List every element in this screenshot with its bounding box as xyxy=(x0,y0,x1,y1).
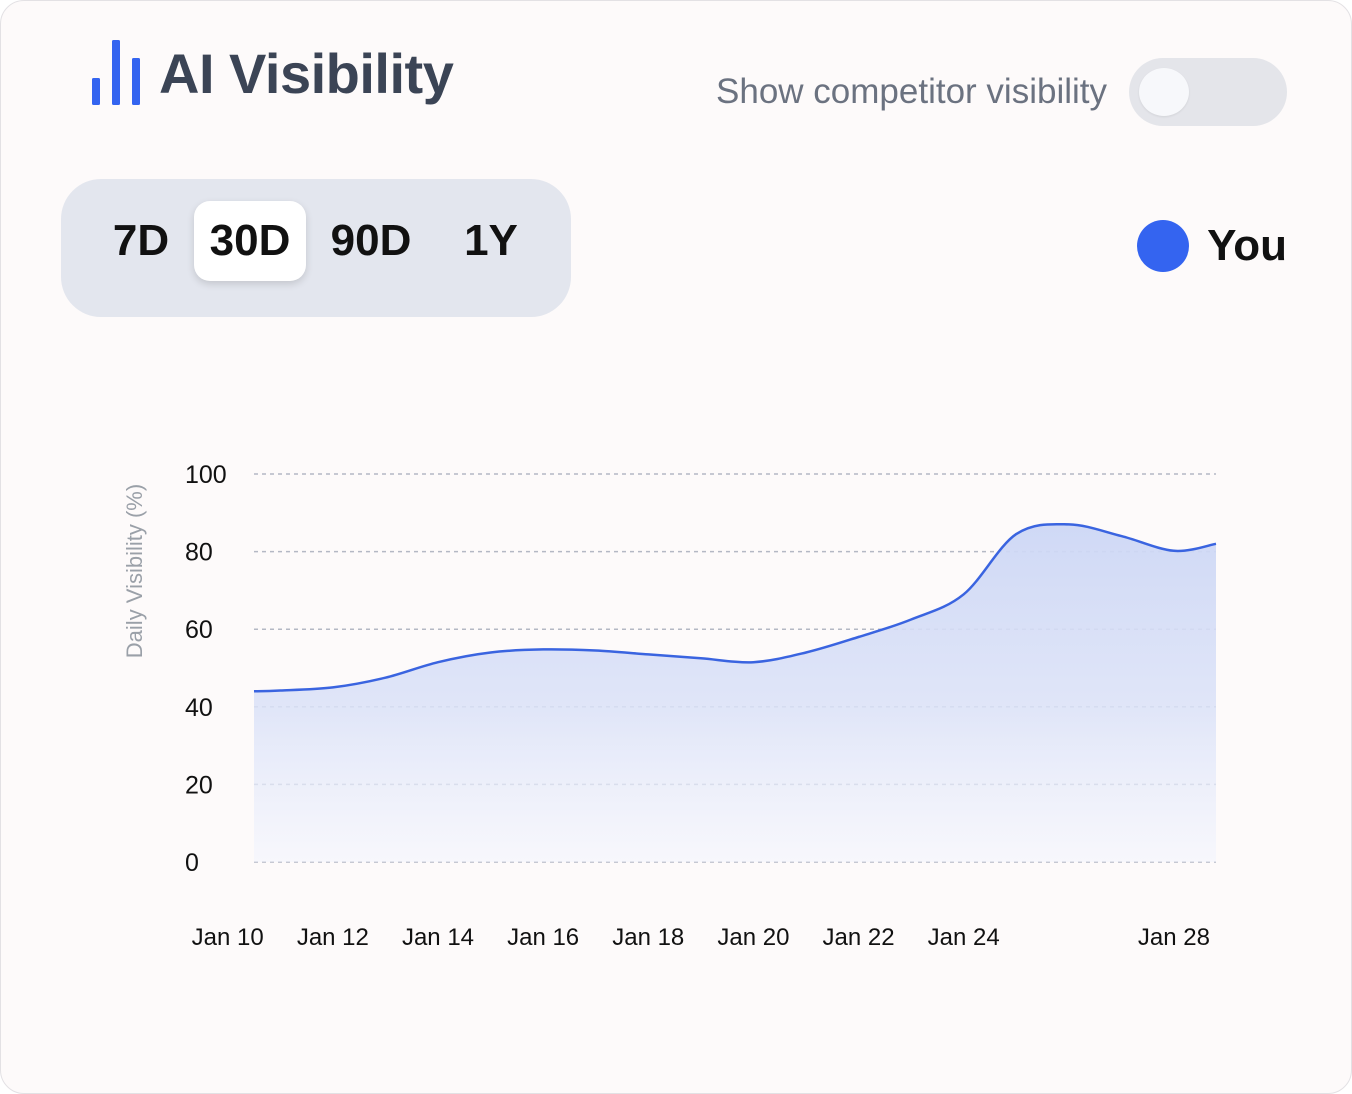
x-tick-label: Jan 10 xyxy=(192,924,264,951)
bar-chart-icon-bar xyxy=(132,58,140,105)
range-option-90d[interactable]: 90D xyxy=(330,216,412,265)
range-selector: 7D 30D 90D 1Y xyxy=(61,179,571,317)
x-tick-label: Jan 24 xyxy=(928,924,1000,951)
toggle-knob xyxy=(1139,68,1189,116)
y-tick-label: 80 xyxy=(185,539,213,567)
y-tick-label: 20 xyxy=(185,771,213,799)
range-option-30d[interactable]: 30D xyxy=(194,201,306,281)
range-option-1y[interactable]: 1Y xyxy=(464,216,518,265)
page-title: AI Visibility xyxy=(159,41,454,105)
competitor-toggle-label: Show competitor visibility xyxy=(716,72,1107,111)
legend-marker-you xyxy=(1137,220,1190,272)
x-tick-label: Jan 28 xyxy=(1138,924,1210,951)
competitor-toggle[interactable] xyxy=(1129,58,1287,126)
y-tick-label: 60 xyxy=(185,616,213,644)
bar-chart-icon xyxy=(92,40,140,105)
competitor-toggle-row: Show competitor visibility xyxy=(716,57,1287,127)
x-tick-label: Jan 16 xyxy=(507,924,579,951)
card-header: AI Visibility xyxy=(91,37,454,109)
y-tick-label: 100 xyxy=(185,461,227,489)
x-tick-label: Jan 12 xyxy=(297,924,369,951)
range-option-7d[interactable]: 7D xyxy=(112,216,170,265)
x-tick-label: Jan 22 xyxy=(823,924,895,951)
series-area-you xyxy=(254,524,1216,862)
legend-label-you: You xyxy=(1207,221,1287,270)
bar-chart-icon-bar xyxy=(112,40,120,105)
x-tick-label: Jan 20 xyxy=(717,924,789,951)
x-tick-label: Jan 14 xyxy=(402,924,474,951)
series-line-you xyxy=(253,522,1217,693)
x-tick-label: Jan 18 xyxy=(612,924,684,951)
y-tick-label: 0 xyxy=(185,849,199,877)
y-axis-label: Daily Visibility (%) xyxy=(122,484,147,658)
chart-legend: You xyxy=(1137,213,1287,279)
bar-chart-icon-bar xyxy=(92,78,100,105)
y-tick-label: 40 xyxy=(185,694,213,722)
